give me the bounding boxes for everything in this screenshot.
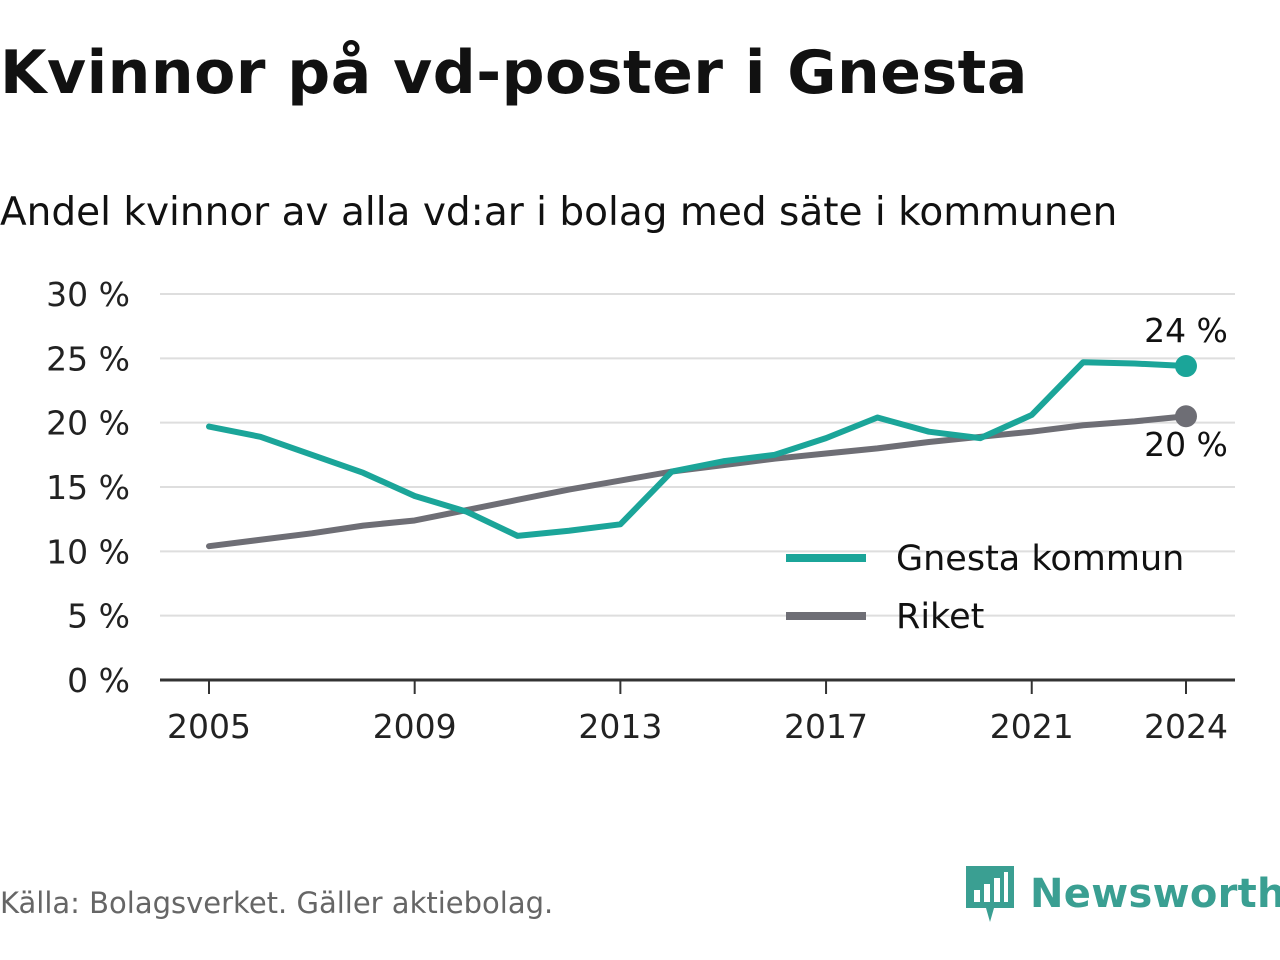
y-tick-label: 25 %	[46, 339, 130, 378]
x-tick-label: 2021	[990, 707, 1074, 746]
gridlines	[160, 293, 1235, 617]
series-line-riket	[206, 413, 1189, 550]
legend-label: Riket	[896, 597, 984, 637]
y-tick-label: 10 %	[46, 532, 130, 571]
x-tick-label: 2005	[167, 707, 251, 746]
chart-subtitle: Andel kvinnor av alla vd:ar i bolag med …	[0, 190, 1118, 235]
x-tick-label: 2009	[373, 707, 457, 746]
end-point	[1175, 405, 1197, 428]
x-tick-label: 2013	[578, 707, 662, 746]
brand-logo[interactable]: Newsworthy	[964, 864, 1280, 924]
x-axis: 2005 2009 2013 2017 2021 2024	[160, 678, 1235, 746]
end-value-label: 20 %	[1144, 425, 1228, 464]
x-tick-label: 2024	[1144, 707, 1228, 746]
legend-label: Gnesta kommun	[896, 539, 1184, 579]
y-axis: 0 % 5 % 10 % 15 % 20 % 25 % 30 %	[46, 275, 130, 700]
source-note: Källa: Bolagsverket. Gäller aktiebolag.	[0, 886, 554, 920]
y-tick-label: 5 %	[67, 597, 130, 636]
end-point	[1175, 355, 1197, 378]
series-lines: 20 % 24 %	[206, 311, 1228, 550]
newsworthy-logo-icon	[966, 866, 1014, 922]
series-line-gnesta	[206, 359, 1189, 539]
y-tick-label: 30 %	[46, 275, 130, 314]
chart-title: Kvinnor på vd-poster i Gnesta	[0, 38, 1028, 108]
y-tick-label: 20 %	[46, 404, 130, 443]
end-value-label: 24 %	[1144, 311, 1228, 350]
y-tick-label: 15 %	[46, 468, 130, 507]
y-tick-label: 0 %	[67, 661, 130, 700]
brand-name: Newsworthy	[1030, 871, 1280, 917]
x-tick-label: 2017	[784, 707, 868, 746]
legend: Gnesta kommun Riket	[786, 539, 1184, 637]
